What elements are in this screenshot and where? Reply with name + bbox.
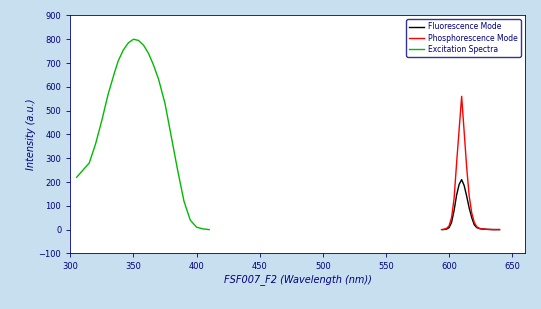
Y-axis label: Intensity (a.u.): Intensity (a.u.)	[26, 99, 36, 170]
Legend: Fluorescence Mode, Phosphorescence Mode, Excitation Spectra: Fluorescence Mode, Phosphorescence Mode,…	[406, 19, 521, 57]
X-axis label: FSF007_F2 (Wavelength (nm)): FSF007_F2 (Wavelength (nm))	[223, 274, 372, 285]
